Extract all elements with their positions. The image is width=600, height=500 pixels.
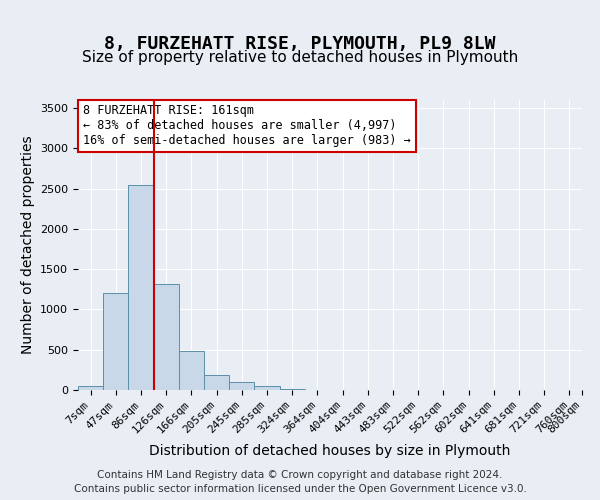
Bar <box>229 382 254 390</box>
Text: 8, FURZEHATT RISE, PLYMOUTH, PL9 8LW: 8, FURZEHATT RISE, PLYMOUTH, PL9 8LW <box>104 35 496 53</box>
Bar <box>179 350 204 390</box>
Bar <box>154 284 179 390</box>
Bar <box>103 294 128 390</box>
Bar <box>280 389 305 390</box>
Text: 8 FURZEHATT RISE: 161sqm
← 83% of detached houses are smaller (4,997)
16% of sem: 8 FURZEHATT RISE: 161sqm ← 83% of detach… <box>83 104 411 148</box>
Bar <box>204 375 229 390</box>
Text: Contains public sector information licensed under the Open Government Licence v3: Contains public sector information licen… <box>74 484 526 494</box>
Bar <box>78 386 103 390</box>
Bar <box>254 386 280 390</box>
X-axis label: Distribution of detached houses by size in Plymouth: Distribution of detached houses by size … <box>149 444 511 458</box>
Bar <box>128 184 154 390</box>
Y-axis label: Number of detached properties: Number of detached properties <box>20 136 35 354</box>
Text: Size of property relative to detached houses in Plymouth: Size of property relative to detached ho… <box>82 50 518 65</box>
Text: Contains HM Land Registry data © Crown copyright and database right 2024.: Contains HM Land Registry data © Crown c… <box>97 470 503 480</box>
